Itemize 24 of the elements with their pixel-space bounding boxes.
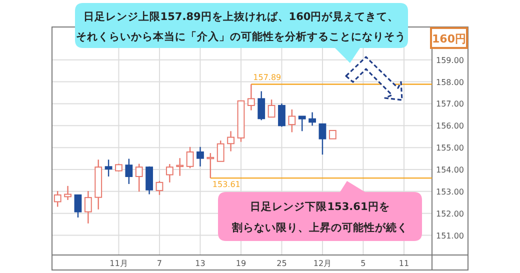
x-tick-label: 7	[156, 259, 162, 268]
x-tick-label: 19	[236, 259, 246, 268]
y-tick-label: 155.00	[436, 144, 464, 153]
ref-line-label: 157.89	[253, 73, 282, 82]
y-tick-label: 151.00	[436, 231, 464, 240]
y-tick-label: 154.00	[436, 166, 464, 174]
annotation: 160円	[432, 32, 466, 46]
y-tick-label: 159.00	[436, 56, 464, 65]
annotation: 日足レンジ下限153.61円を	[250, 201, 390, 213]
x-tick-label: 13	[195, 259, 206, 268]
ref-line-label: 153.61	[212, 180, 240, 190]
y-tick-label: 152.00	[436, 209, 464, 218]
y-tick-label: 158.00	[436, 78, 464, 87]
x-tick-label: 5	[360, 259, 366, 268]
y-tick-label: 153.00	[436, 187, 464, 196]
x-tick-label: 25	[276, 259, 287, 268]
y-tick-label: 157.00	[436, 100, 464, 109]
annotation: それくらいから本当に「介入」の可能性を分析することになりそう	[76, 30, 406, 43]
annotation: 割らない限り、上昇の可能性が続く	[231, 221, 408, 234]
x-tick-label: 11月	[110, 259, 128, 268]
text: 日足レンジ上限157.89円を上抜ければ、160円が見えてきて、	[83, 10, 399, 23]
y-tick-label: 156.00	[436, 122, 464, 131]
x-tick-label: 12月	[313, 259, 332, 268]
x-tick-label: 11	[398, 259, 410, 268]
